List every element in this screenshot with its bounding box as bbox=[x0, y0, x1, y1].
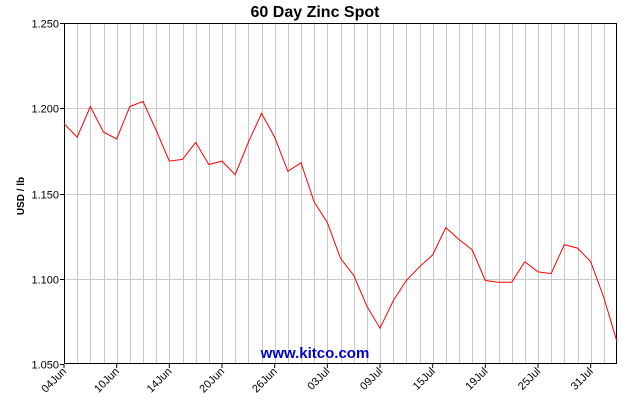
y-tick-label: 1.200 bbox=[31, 104, 59, 116]
x-tick-label: 19Jul bbox=[463, 366, 490, 393]
series-line bbox=[63, 100, 618, 342]
x-tick-label: 09Jul bbox=[358, 366, 385, 393]
chart-title: 60 Day Zinc Spot bbox=[251, 4, 381, 21]
series-layer bbox=[63, 100, 618, 342]
x-tick-label: 10Jun bbox=[92, 366, 122, 396]
y-tick-label: 1.050 bbox=[31, 360, 59, 372]
x-tick-label: 26Jun bbox=[250, 366, 280, 396]
grid bbox=[64, 23, 617, 364]
x-tick-label: 31Jul bbox=[569, 366, 596, 393]
y-tick-label: 1.250 bbox=[31, 19, 59, 31]
y-tick-label: 1.150 bbox=[31, 190, 59, 202]
watermark-text: www.kitco.com bbox=[260, 345, 370, 362]
x-tick-label: 14Jun bbox=[145, 366, 175, 396]
y-tick-label: 1.100 bbox=[31, 275, 59, 287]
plot-frame bbox=[64, 23, 617, 364]
x-tick-label: 03Jul bbox=[305, 366, 332, 393]
x-tick-label: 20Jun bbox=[197, 366, 227, 396]
x-tick-label: 25Jul bbox=[516, 366, 543, 393]
y-axis-label: USD / lb bbox=[16, 177, 27, 215]
x-tick-label: 15Jul bbox=[411, 366, 438, 393]
